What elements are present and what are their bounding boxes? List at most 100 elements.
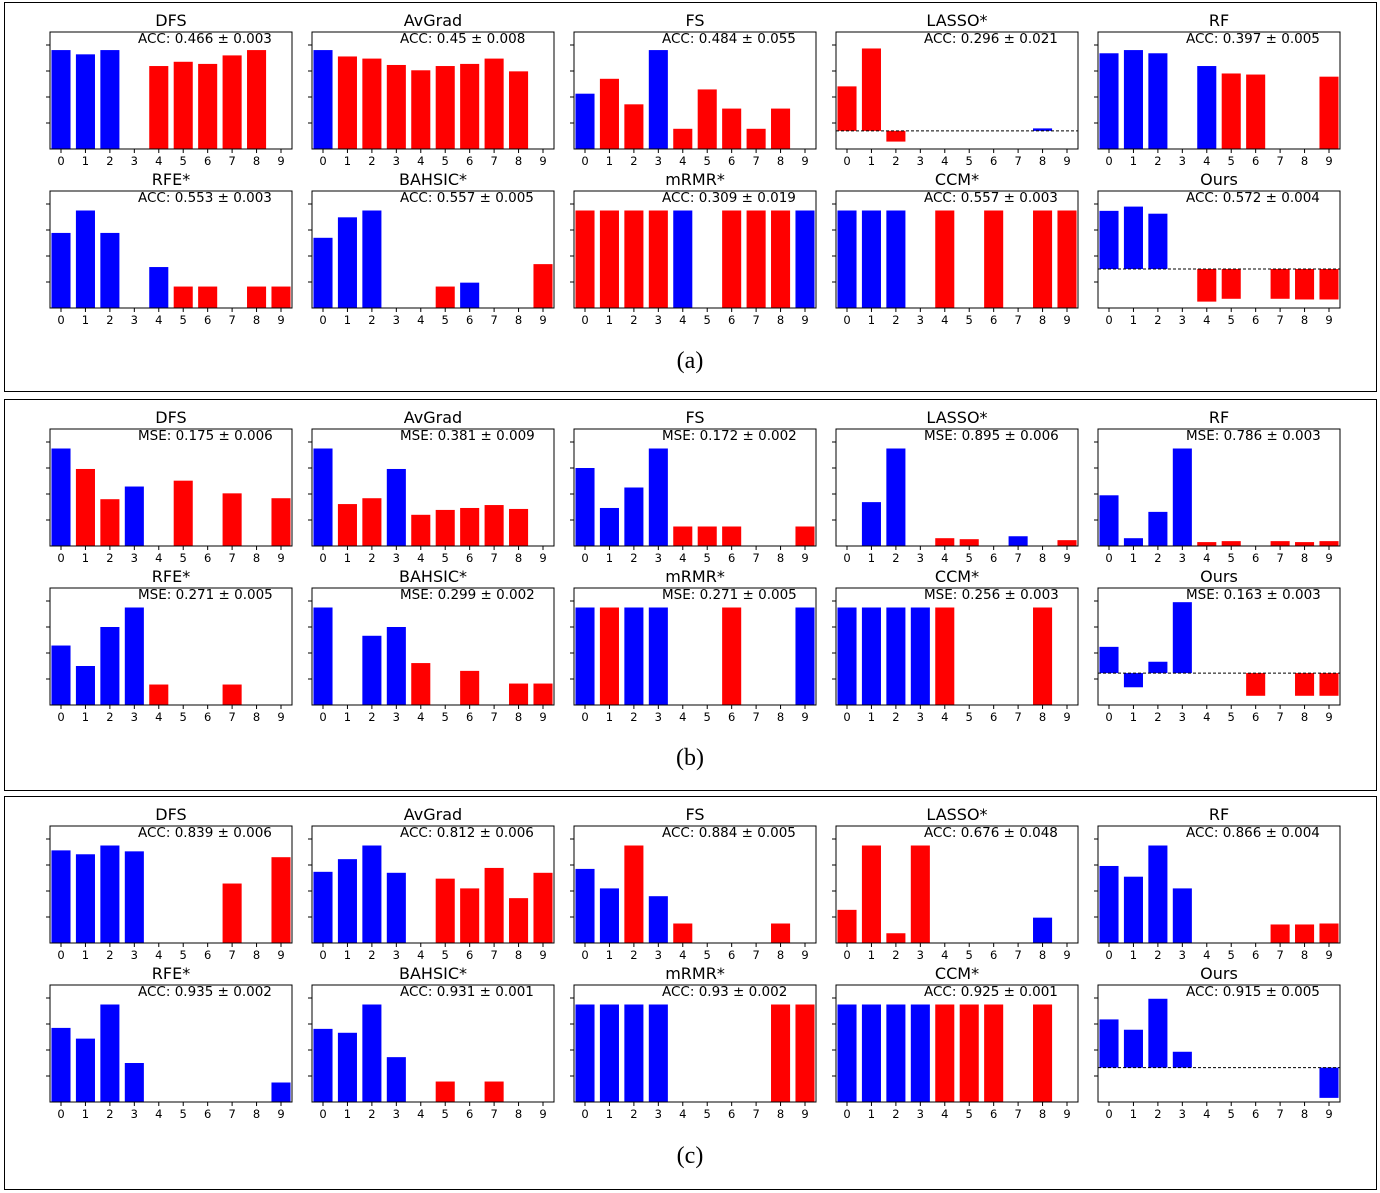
x-tick-label: 9 — [539, 710, 546, 724]
subplot-title: mRMR* — [665, 567, 725, 586]
x-tick-label: 3 — [917, 1107, 924, 1121]
x-tick-label: 0 — [57, 1107, 64, 1121]
metric-label: ACC: 0.866 ± 0.004 — [1186, 825, 1320, 841]
x-tick-label: 4 — [1203, 1107, 1210, 1121]
bar-feature-4 — [935, 1004, 955, 1102]
x-tick-label: 8 — [515, 154, 522, 168]
x-tick-label: 7 — [1276, 1107, 1283, 1121]
x-tick-label: 0 — [581, 948, 588, 962]
x-tick-label: 3 — [131, 710, 138, 724]
x-tick-label: 7 — [1276, 154, 1283, 168]
bar-feature-4 — [935, 607, 955, 705]
x-tick-label: 8 — [1301, 154, 1308, 168]
x-tick-label: 4 — [155, 313, 162, 327]
x-tick-label: 1 — [82, 948, 89, 962]
x-tick-label: 8 — [1301, 948, 1308, 962]
axes-frame — [835, 587, 1079, 706]
x-tick-label: 3 — [655, 1107, 662, 1121]
x-tick-label: 5 — [966, 551, 973, 565]
bar-feature-9 — [533, 264, 553, 308]
x-tick-label: 9 — [539, 154, 546, 168]
x-tick-label: 1 — [868, 154, 875, 168]
x-tick-label: 0 — [57, 710, 64, 724]
bar-feature-5 — [959, 1004, 979, 1102]
x-tick-label: 6 — [204, 313, 211, 327]
bar-feature-2 — [624, 210, 644, 308]
subplot-title: RF — [1209, 805, 1229, 824]
bar-feature-0 — [51, 448, 71, 546]
bar-feature-4 — [935, 210, 955, 308]
x-tick-label: 1 — [344, 1107, 351, 1121]
x-tick-label: 0 — [581, 1107, 588, 1121]
subplot-rfe-b: RFE*MSE: 0.271 ± 0.005 0 1 2 3 4 5 6 7 8 9 — [46, 567, 293, 724]
subplot-title: CCM* — [935, 964, 979, 983]
x-tick-label: 1 — [344, 154, 351, 168]
x-tick-label: 3 — [1179, 710, 1186, 724]
x-tick-label: 4 — [417, 948, 424, 962]
x-tick-label: 1 — [1130, 551, 1137, 565]
bar-feature-7 — [484, 867, 504, 943]
bar-feature-0 — [575, 468, 595, 546]
metric-label: MSE: 0.299 ± 0.002 — [400, 587, 535, 603]
bar-feature-4 — [673, 128, 693, 149]
x-tick-label: 3 — [655, 710, 662, 724]
x-tick-label: 3 — [393, 551, 400, 565]
x-tick-label: 4 — [417, 551, 424, 565]
bar-feature-1 — [1123, 538, 1143, 546]
bar-feature-6 — [722, 108, 742, 149]
x-tick-label: 8 — [1039, 551, 1046, 565]
x-tick-label: 1 — [1130, 948, 1137, 962]
x-tick-label: 7 — [1276, 948, 1283, 962]
bar-feature-1 — [337, 217, 357, 308]
x-tick-label: 0 — [1105, 1107, 1112, 1121]
x-tick-label: 8 — [1301, 710, 1308, 724]
metric-label: MSE: 0.163 ± 0.003 — [1186, 587, 1321, 603]
x-tick-label: 3 — [1179, 1107, 1186, 1121]
x-tick-label: 7 — [228, 154, 235, 168]
x-tick-label: 7 — [228, 1107, 235, 1121]
axes-frame — [311, 587, 555, 706]
axes-frame — [49, 825, 293, 944]
x-tick-label: 4 — [679, 948, 686, 962]
x-tick-label: 6 — [728, 551, 735, 565]
axes-frame — [835, 190, 1079, 309]
metric-label: ACC: 0.812 ± 0.006 — [400, 825, 534, 841]
metric-label: ACC: 0.557 ± 0.003 — [924, 190, 1058, 206]
metric-label: MSE: 0.895 ± 0.006 — [924, 428, 1059, 444]
bar-feature-4 — [411, 514, 431, 546]
x-tick-label: 7 — [490, 1107, 497, 1121]
x-tick-label: 1 — [344, 313, 351, 327]
bar-feature-0 — [837, 607, 857, 705]
bar-feature-0 — [1099, 495, 1119, 546]
bar-feature-0 — [51, 1027, 71, 1102]
bar-feature-8 — [1295, 924, 1315, 943]
x-tick-label: 6 — [1252, 710, 1259, 724]
x-tick-label: 8 — [1039, 710, 1046, 724]
bar-feature-2 — [624, 607, 644, 705]
x-tick-label: 4 — [941, 154, 948, 168]
x-tick-label: 4 — [941, 1107, 948, 1121]
axes-frame — [311, 825, 555, 944]
axes-frame — [835, 984, 1079, 1103]
bar-feature-6 — [1246, 74, 1266, 149]
x-tick-label: 9 — [539, 551, 546, 565]
x-tick-label: 5 — [966, 154, 973, 168]
metric-label: ACC: 0.935 ± 0.002 — [138, 984, 272, 1000]
x-tick-label: 9 — [539, 313, 546, 327]
axes-frame — [573, 587, 817, 706]
bar-feature-2 — [886, 448, 906, 546]
subplot-title: mRMR* — [665, 170, 725, 189]
bar-feature-1 — [337, 56, 357, 149]
bar-feature-9 — [795, 607, 815, 705]
x-tick-label: 2 — [630, 710, 637, 724]
bar-feature-3 — [648, 1004, 668, 1102]
bar-feature-9 — [533, 683, 553, 705]
x-tick-label: 1 — [344, 551, 351, 565]
bar-feature-9 — [1319, 673, 1339, 696]
subplot-mrmr-c: mRMR*ACC: 0.93 ± 0.002 0 1 2 3 4 5 6 7 8 9 — [570, 964, 817, 1121]
x-tick-label: 2 — [106, 710, 113, 724]
axes-frame — [49, 587, 293, 706]
bar-feature-1 — [861, 502, 881, 546]
bar-feature-0 — [1099, 53, 1119, 149]
bar-feature-3 — [1172, 1051, 1192, 1068]
